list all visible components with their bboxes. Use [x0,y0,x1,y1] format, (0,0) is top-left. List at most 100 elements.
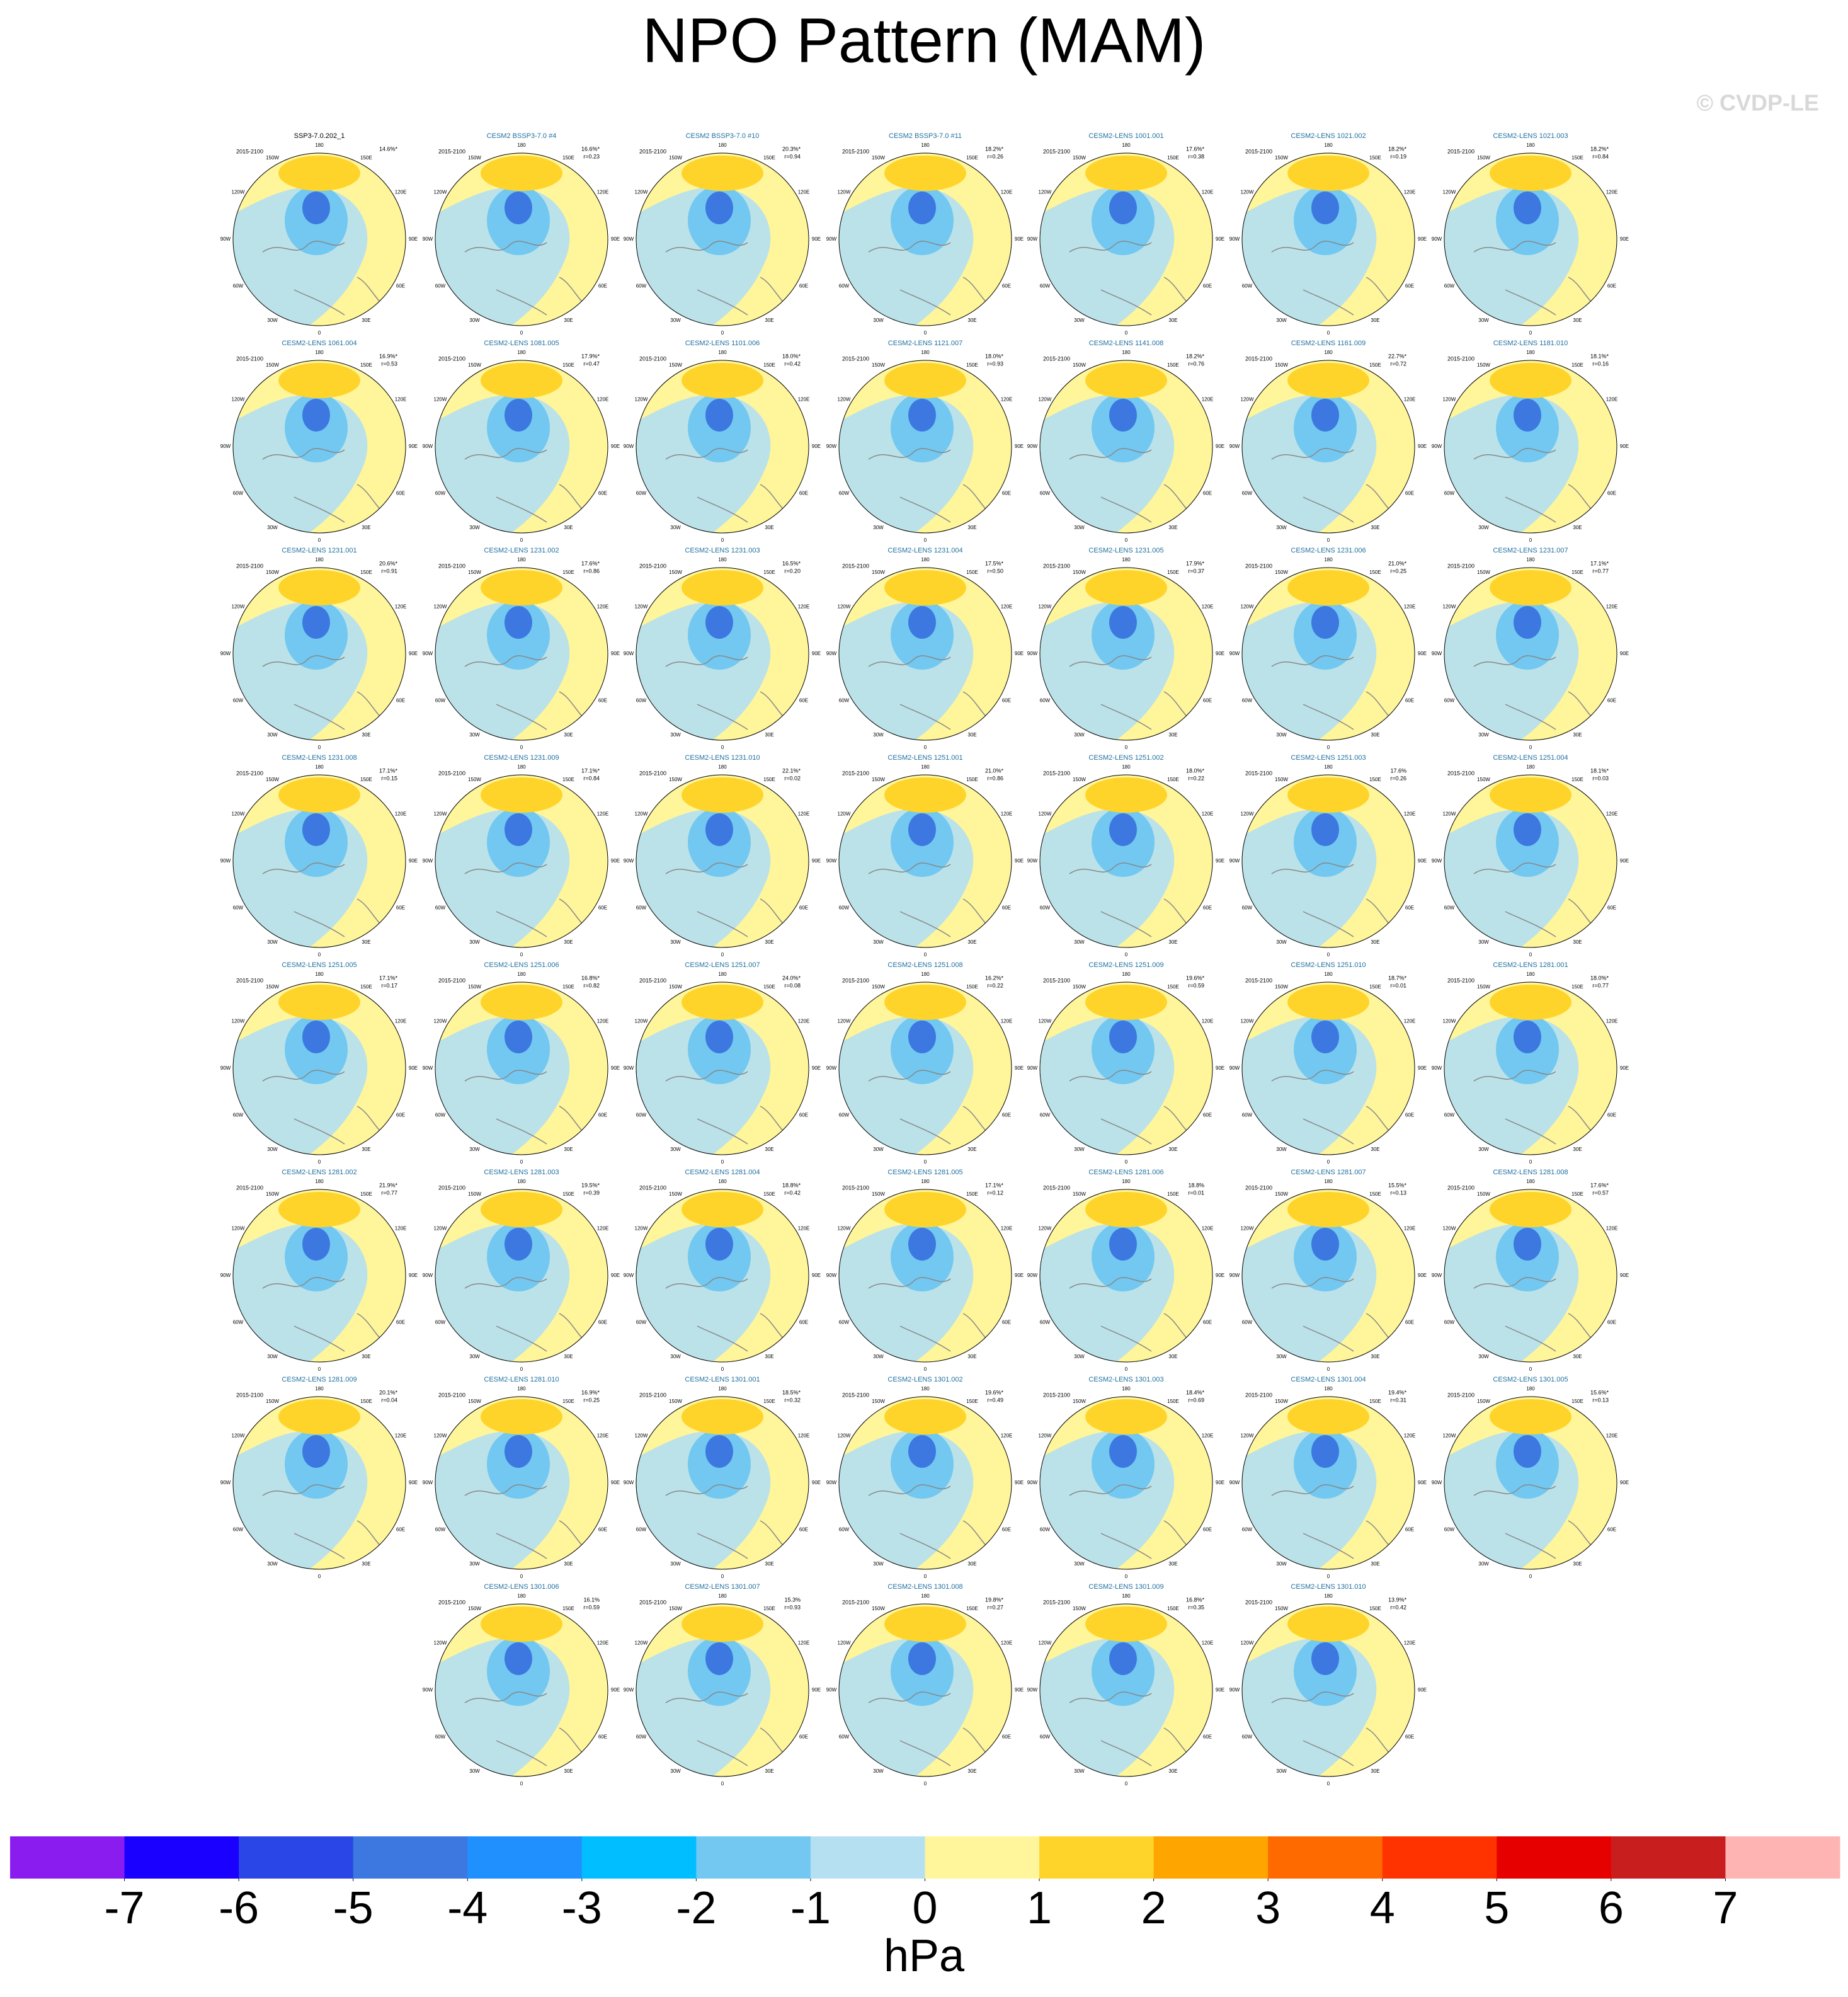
correlation-label: r=0.17 [381,982,397,988]
field-low-core [1514,1021,1541,1053]
longitude-label: 120E [395,1019,407,1024]
longitude-label: 0 [721,330,724,336]
correlation-label: r=0.22 [987,982,1003,988]
longitude-label: 180 [1526,557,1535,563]
longitude-label: 0 [721,952,724,958]
correlation-label: r=0.31 [1390,1397,1406,1403]
map-field [1040,360,1212,533]
longitude-label: 60E [1607,491,1616,496]
field-high [1490,985,1571,1020]
map-border [636,152,809,326]
longitude-label: 60W [233,698,244,704]
field-low-core [505,606,532,639]
longitude-label: 90E [1216,1480,1224,1485]
correlation-label: r=0.25 [1390,568,1406,574]
panel-title: CESM2-LENS 1141.008 [1089,340,1163,347]
longitude-label: 30E [1168,318,1177,323]
longitude-label: 90W [1432,236,1442,242]
longitude-label: 150W [669,1606,682,1611]
map-border [1444,1189,1617,1363]
panel-title: CESM2 BSSP3-7.0 #10 [686,132,760,140]
longitude-label: 90W [220,858,231,864]
correlation-label: r=0.26 [987,153,1003,159]
variance-label: 13.9%* [1388,1596,1407,1603]
field-low-core [705,606,733,639]
longitude-label: 120W [232,604,245,610]
longitude-label: 150E [1571,984,1583,990]
longitude-label: 30W [267,318,278,323]
field-high [1287,1606,1369,1642]
longitude-label: 120W [1039,1640,1052,1646]
longitude-label: 180 [1122,764,1131,770]
variance-label: 16.8%* [581,975,600,981]
map-border [232,567,406,741]
correlation-label: r=0.93 [784,1604,801,1610]
map-field [839,1397,1012,1569]
longitude-label: 90E [611,236,620,242]
longitude-label: 30E [1573,1561,1582,1567]
longitude-label: 60W [1242,698,1253,704]
longitude-label: 120W [838,1433,851,1439]
correlation-label: r=0.25 [583,1397,600,1403]
longitude-label: 30E [362,1354,370,1359]
longitude-label: 0 [924,745,927,750]
map-panel: CESM2-LENS 1001.001 2015-2100 17.6%*r=0.38… [1027,132,1224,336]
map-field [1242,775,1415,947]
longitude-label: 60W [435,1734,446,1740]
map-field [839,360,1012,533]
longitude-label: 60E [1002,1320,1011,1325]
map-field [233,1397,406,1569]
longitude-label: 60W [1242,1527,1253,1533]
longitude-label: 120E [1606,811,1618,817]
longitude-label: 60E [1002,1113,1011,1118]
map-panel: CESM2-LENS 1301.006 2015-2100 16.1%r=0.59 1… [423,1583,620,1787]
map-border [1039,152,1213,326]
longitude-label: 60W [435,491,446,496]
longitude-label: 60W [233,905,244,911]
panel-title: CESM2-LENS 1081.005 [484,340,559,347]
longitude-label: 60W [1040,1734,1051,1740]
longitude-label: 150W [266,1399,279,1404]
longitude-label: 90W [1432,1273,1442,1278]
map-border [435,981,608,1155]
longitude-label: 60W [1040,1527,1051,1533]
map-border [838,1396,1012,1570]
field-high [1287,570,1369,605]
map-panel: CESM2-LENS 1021.002 2015-2100 18.2%*r=0.19… [1229,132,1427,336]
longitude-label: 0 [721,745,724,750]
variance-label: 20.6%* [379,560,398,566]
longitude-label: 0 [1125,745,1128,750]
panel-title: CESM2-LENS 1251.005 [282,961,356,969]
longitude-label: 150W [468,1399,481,1404]
longitude-label: 30E [362,525,370,530]
longitude-label: 150W [1073,984,1086,990]
longitude-label: 90E [409,1065,418,1071]
variance-label: 15.3% [784,1596,801,1603]
longitude-label: 60E [396,1527,405,1533]
longitude-label: 150E [360,569,372,575]
longitude-label: 90E [1418,651,1427,656]
longitude-label: 150E [1167,1399,1179,1404]
longitude-label: 180 [1122,1179,1131,1184]
map-field [1242,982,1415,1155]
longitude-label: 180 [1526,142,1535,148]
longitude-label: 120W [434,1640,447,1646]
longitude-label: 180 [315,142,324,148]
map-panel: CESM2-LENS 1251.001 2015-2100 21.0%*r=0.86… [826,754,1024,958]
correlation-label: r=0.22 [1188,775,1204,781]
period-label: 2015-2100 [842,1184,869,1191]
longitude-label: 150E [562,1191,574,1197]
longitude-label: 120W [635,1226,648,1232]
longitude-label: 30E [564,1768,573,1774]
map-field [1242,360,1415,533]
longitude-label: 30E [1573,1147,1582,1152]
field-low-core [1514,1228,1541,1261]
panel-title: CESM2-LENS 1231.008 [282,754,356,762]
map-field [435,360,608,533]
map-field [1242,1604,1415,1777]
longitude-label: 150W [1073,155,1086,161]
longitude-label: 0 [318,952,321,958]
map-border [1241,1603,1415,1777]
longitude-label: 90W [624,1065,634,1071]
longitude-label: 180 [1324,350,1333,355]
